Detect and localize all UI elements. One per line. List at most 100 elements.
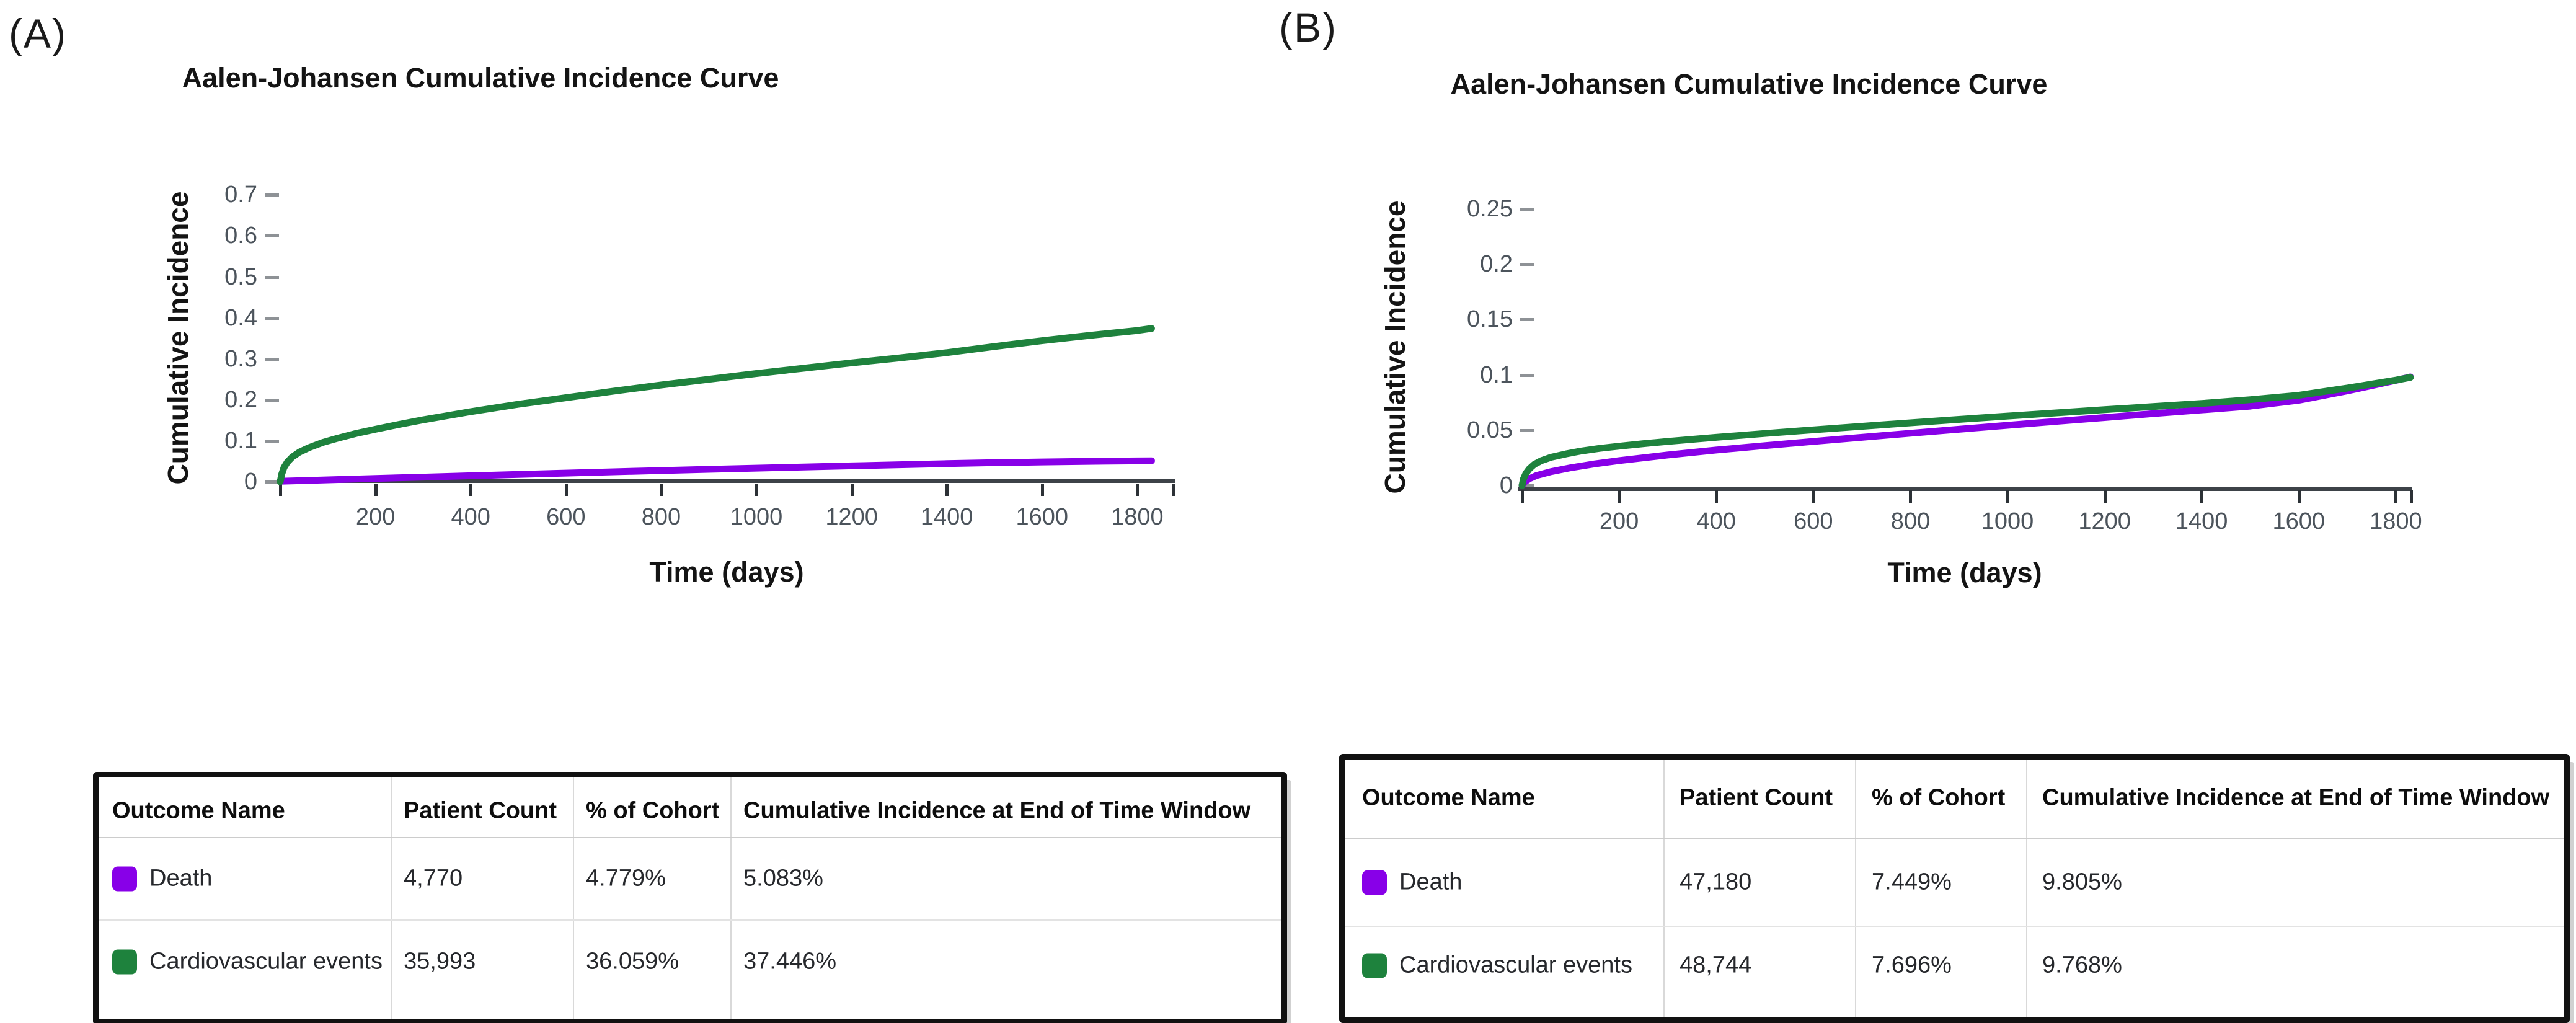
x-tick-label: 1600 — [1016, 504, 1069, 530]
x-tick-mark — [2394, 490, 2398, 503]
x-tick-label: 1400 — [920, 504, 973, 530]
legend-swatch-death — [112, 866, 137, 891]
outcome-name: Cardiovascular events — [1399, 952, 1632, 978]
death-patient-count: 47,180 — [1680, 869, 1752, 895]
outcome-table-a: Outcome Name Patient Count % of Cohort C… — [93, 772, 1287, 1023]
cv-patient-count: 48,744 — [1680, 952, 1752, 978]
x-tick-mark — [1136, 484, 1140, 496]
y-tick-label: 0.3 — [224, 345, 257, 372]
x-tick-label: 1000 — [730, 504, 783, 530]
y-tick-mark — [265, 398, 279, 402]
x-tick-mark — [1618, 490, 1621, 503]
table-row-cv-name: Cardiovascular events — [1362, 952, 1632, 979]
x-tick-label: 400 — [451, 504, 490, 530]
y-tick-label: 0 — [1499, 472, 1513, 498]
cumulative-incidence-plot-b — [1518, 373, 2414, 489]
x-tick-label: 1000 — [1981, 508, 2034, 534]
x-tick-label: 1200 — [825, 504, 878, 530]
y-tick-mark — [265, 193, 279, 197]
death-pct-of-cohort: 7.449% — [1872, 869, 1952, 895]
y-axis-label-b: Cumulative Incidence — [1379, 200, 1411, 494]
x-tick-label: 1800 — [1111, 504, 1164, 530]
y-tick-label: 0.7 — [224, 182, 257, 208]
x-tick-mark — [374, 484, 378, 496]
y-tick-mark — [265, 316, 279, 320]
x-tick-label: 1400 — [2175, 508, 2228, 534]
y-tick-mark — [1520, 373, 1534, 377]
table-row-death-name: Death — [1362, 869, 1462, 896]
x-tick-label: 600 — [1794, 508, 1833, 534]
legend-swatch-cardiovascular — [1362, 953, 1387, 978]
x-tick-mark — [1172, 484, 1175, 496]
x-tick-label: 800 — [1890, 508, 1931, 534]
x-axis-line — [1518, 487, 2412, 491]
header-separator — [99, 837, 1281, 838]
y-tick-mark — [1520, 318, 1534, 322]
column-divider — [573, 777, 574, 1019]
x-tick-mark — [2103, 490, 2107, 503]
y-tick-mark — [265, 357, 279, 361]
column-divider — [1855, 760, 1856, 1017]
cv-cumulative-incidence: 9.768% — [2042, 952, 2122, 978]
x-tick-mark — [564, 484, 568, 496]
col-header-pct-of-cohort: % of Cohort — [586, 797, 720, 824]
x-tick-label: 1200 — [2078, 508, 2131, 534]
y-tick-label: 0.25 — [1467, 196, 1513, 222]
chart-title-b: Aalen-Johansen Cumulative Incidence Curv… — [1450, 68, 2048, 100]
y-tick-label: 0.15 — [1467, 306, 1513, 333]
col-header-cumulative-incidence: Cumulative Incidence at End of Time Wind… — [2042, 784, 2550, 811]
x-tick-mark — [1909, 490, 1913, 503]
death-patient-count: 4,770 — [404, 865, 463, 892]
cv-cumulative-incidence: 37.446% — [743, 948, 837, 975]
y-tick-label: 0.5 — [224, 264, 257, 290]
x-tick-mark — [279, 484, 282, 496]
outcome-name: Cardiovascular events — [149, 948, 383, 975]
outcome-table-b: Outcome Name Patient Count % of Cohort C… — [1339, 754, 2570, 1023]
header-separator — [1345, 838, 2564, 839]
series-cardiovascular-events — [1518, 374, 2414, 489]
y-tick-label: 0.6 — [224, 223, 257, 249]
x-tick-mark — [1715, 490, 1719, 503]
x-tick-mark — [2200, 490, 2204, 503]
death-pct-of-cohort: 4.779% — [586, 865, 666, 892]
x-tick-mark — [2410, 490, 2413, 503]
y-tick-mark — [265, 439, 279, 443]
col-header-cumulative-incidence: Cumulative Incidence at End of Time Wind… — [743, 797, 1251, 824]
x-tick-mark — [2297, 490, 2301, 503]
x-axis-label-a: Time (days) — [649, 556, 804, 588]
x-tick-mark — [2006, 490, 2009, 503]
x-tick-label: 800 — [641, 504, 681, 530]
table-row-cv-name: Cardiovascular events — [112, 949, 383, 975]
x-tick-mark — [1812, 490, 1815, 503]
panel-b: (B) Aalen-Johansen Cumulative Incidence … — [1265, 0, 2576, 1023]
y-tick-label: 0.05 — [1467, 417, 1513, 443]
col-header-outcome-name: Outcome Name — [1362, 784, 1535, 811]
y-tick-label: 0.2 — [1480, 251, 1513, 278]
death-cumulative-incidence: 5.083% — [743, 865, 823, 892]
col-header-pct-of-cohort: % of Cohort — [1872, 784, 2006, 811]
x-tick-label: 600 — [546, 504, 586, 530]
death-cumulative-incidence: 9.805% — [2042, 869, 2122, 895]
y-tick-label: 0.1 — [1480, 361, 1513, 388]
column-divider — [1663, 760, 1665, 1017]
legend-swatch-cardiovascular — [112, 949, 137, 974]
outcome-name: Death — [149, 865, 213, 892]
panel-a-label: (A) — [9, 11, 67, 56]
y-tick-mark — [1520, 484, 1534, 487]
x-tick-mark — [1040, 484, 1044, 496]
column-divider — [730, 777, 732, 1019]
column-divider — [391, 777, 392, 1019]
y-tick-label: 0 — [244, 469, 257, 495]
cumulative-incidence-plot-a — [277, 325, 1155, 485]
x-axis-label-b: Time (days) — [1887, 557, 2042, 588]
y-tick-mark — [265, 234, 279, 238]
panel-a: (A) Aalen-Johansen Cumulative Incidence … — [9, 11, 1287, 1023]
series-cardiovascular-events — [277, 325, 1155, 485]
y-tick-label: 0.2 — [224, 386, 257, 413]
cv-pct-of-cohort: 36.059% — [586, 948, 679, 975]
col-header-outcome-name: Outcome Name — [112, 797, 285, 824]
series-death — [1518, 373, 2414, 489]
x-tick-label: 200 — [1599, 508, 1639, 534]
y-tick-label: 0.1 — [224, 427, 257, 454]
y-tick-label: 0.4 — [224, 304, 257, 331]
